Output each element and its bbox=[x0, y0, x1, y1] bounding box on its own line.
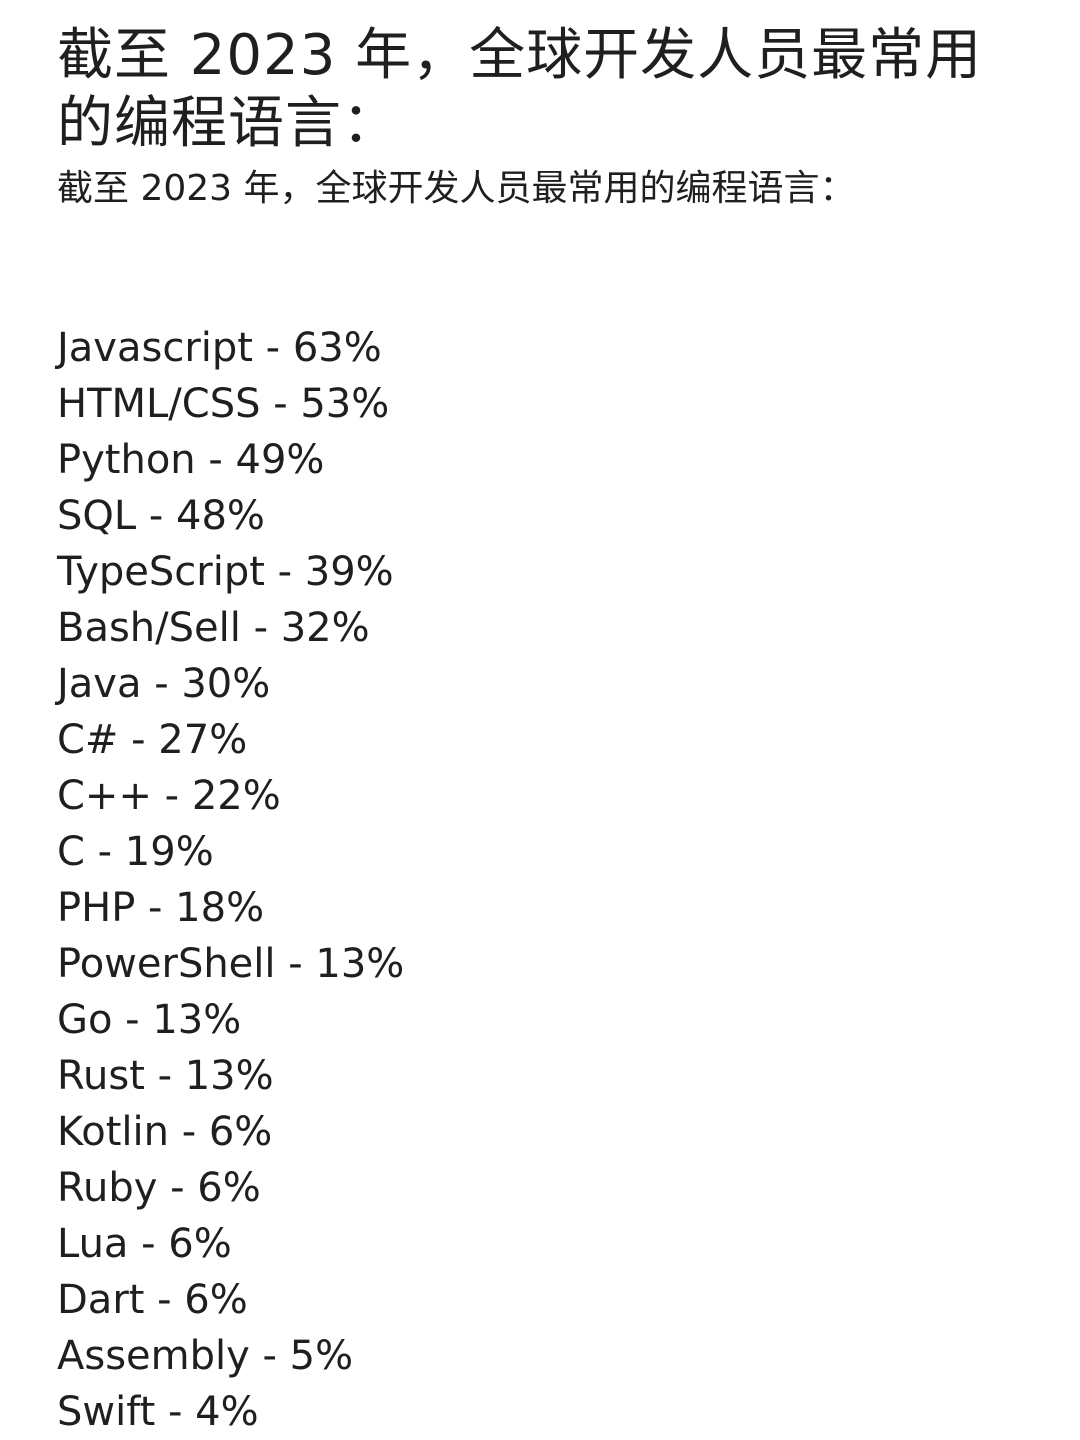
list-item: SQL - 48% bbox=[57, 493, 265, 539]
list-item: C - 19% bbox=[57, 829, 214, 875]
list-item: Go - 13% bbox=[57, 997, 242, 1043]
list-item: Kotlin - 6% bbox=[57, 1109, 273, 1155]
list-item: Python - 49% bbox=[57, 437, 325, 483]
language-list: Javascript - 63% HTML/CSS - 53% Python -… bbox=[57, 320, 404, 1440]
list-item: Bash/Sell - 32% bbox=[57, 605, 370, 651]
list-item: C++ - 22% bbox=[57, 773, 281, 819]
page-title: 截至 2023 年，全球开发人员最常用的编程语言： bbox=[57, 23, 983, 156]
list-item: Dart - 6% bbox=[57, 1277, 248, 1323]
list-item: PHP - 18% bbox=[57, 885, 265, 931]
list-item: Swift - 4% bbox=[57, 1389, 259, 1435]
list-item: Ruby - 6% bbox=[57, 1165, 261, 1211]
list-item: Javascript - 63% bbox=[57, 325, 382, 371]
list-item: PowerShell - 13% bbox=[57, 941, 405, 987]
list-item: Lua - 6% bbox=[57, 1221, 232, 1267]
list-item: C# - 27% bbox=[57, 717, 248, 763]
list-item: Rust - 13% bbox=[57, 1053, 274, 1099]
list-item: Assembly - 5% bbox=[57, 1333, 354, 1379]
page-subtitle: 截至 2023 年，全球开发人员最常用的编程语言： bbox=[57, 168, 856, 209]
list-item: HTML/CSS - 53% bbox=[57, 381, 390, 427]
list-item: TypeScript - 39% bbox=[57, 549, 394, 595]
list-item: Java - 30% bbox=[57, 661, 271, 707]
